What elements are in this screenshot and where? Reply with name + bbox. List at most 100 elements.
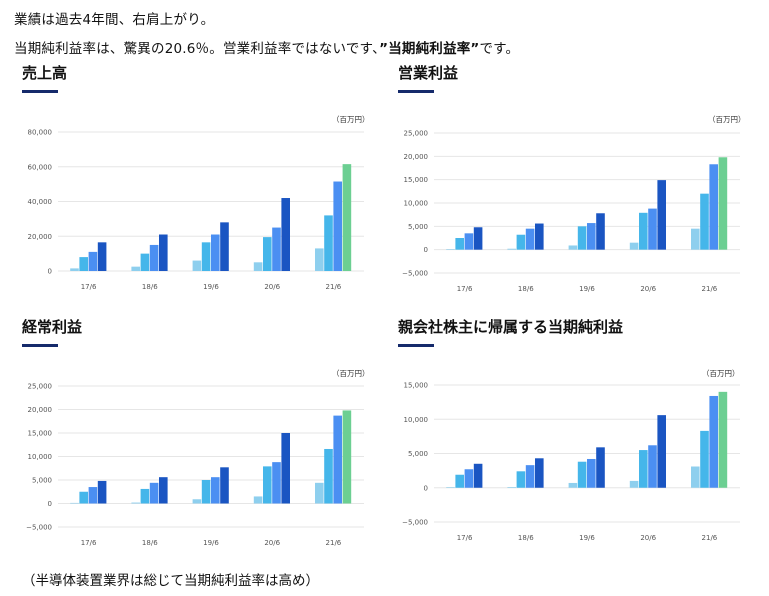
footer-note: （半導体装置業界は総じて当期純利益率は高め） bbox=[22, 573, 319, 589]
y-tick-label: 15,000 bbox=[404, 382, 429, 390]
x-tick-label: 17/6 bbox=[457, 285, 473, 293]
bar bbox=[324, 215, 333, 271]
bar bbox=[516, 234, 526, 250]
bar bbox=[342, 410, 352, 504]
bar bbox=[516, 471, 526, 488]
bar bbox=[596, 213, 605, 250]
x-tick-label: 21/6 bbox=[326, 539, 342, 547]
unit-label: （百万円） bbox=[332, 369, 370, 378]
bar bbox=[342, 164, 352, 271]
x-tick-label: 18/6 bbox=[142, 539, 158, 547]
x-tick-label: 20/6 bbox=[264, 283, 280, 291]
intro-line-2-text: 当期純利益率は、驚異の20.6％。営業利益率ではないです、 bbox=[14, 41, 380, 57]
bar bbox=[587, 458, 596, 488]
x-tick-label: 19/6 bbox=[203, 283, 219, 291]
y-tick-label: 10,000 bbox=[404, 200, 429, 208]
bar bbox=[88, 487, 98, 504]
unit-label: （百万円） bbox=[702, 369, 740, 378]
x-tick-label: 17/6 bbox=[81, 283, 97, 291]
title-underline bbox=[398, 344, 434, 347]
bar bbox=[315, 482, 324, 504]
bar bbox=[253, 496, 263, 504]
x-tick-label: 19/6 bbox=[579, 534, 595, 542]
bar bbox=[97, 480, 107, 504]
bar bbox=[455, 474, 464, 488]
x-tick-label: 17/6 bbox=[457, 534, 473, 542]
bar bbox=[97, 242, 107, 271]
bar-chart-net-income: −5,000 0 5,000 10,000 15,000 17/6 18/6 19/6 20/6… bbox=[402, 382, 740, 542]
bar bbox=[657, 180, 666, 250]
x-tick-label: 19/6 bbox=[579, 285, 595, 293]
bar bbox=[700, 193, 709, 250]
bar bbox=[140, 488, 150, 504]
bar bbox=[324, 448, 333, 504]
intro-line-2-suffix: です。 bbox=[479, 41, 520, 57]
chart-panel-operating-income: 営業利益 （百万円） −5,000 0 5,000 10,000 15,000 20,00… bbox=[390, 62, 760, 312]
bar bbox=[272, 227, 281, 271]
bar bbox=[220, 467, 229, 504]
bar bbox=[587, 223, 596, 250]
bar bbox=[629, 480, 639, 488]
bar bbox=[192, 260, 202, 271]
x-tick-label: 20/6 bbox=[640, 285, 656, 293]
x-tick-label: 21/6 bbox=[702, 534, 718, 542]
x-tick-label: 20/6 bbox=[640, 534, 656, 542]
y-tick-label: −5,000 bbox=[402, 270, 428, 278]
y-tick-label: 80,000 bbox=[28, 129, 53, 137]
x-tick-label: 18/6 bbox=[142, 283, 158, 291]
bar bbox=[281, 433, 290, 504]
x-tick-label: 21/6 bbox=[702, 285, 718, 293]
chart-panel-ordinary-income: 経常利益 （百万円） −5,000 0 5,000 10,000 15,000 20,00… bbox=[14, 316, 384, 566]
bar bbox=[709, 395, 718, 488]
bar bbox=[211, 477, 220, 504]
y-tick-label: 25,000 bbox=[404, 130, 429, 138]
bar bbox=[263, 466, 272, 504]
y-tick-label: 5,000 bbox=[408, 223, 428, 231]
y-tick-label: 0 bbox=[48, 500, 52, 508]
bar bbox=[211, 234, 220, 271]
intro-line-1: 業績は過去4年間、右肩上がり。 bbox=[14, 12, 215, 28]
bar bbox=[568, 482, 578, 488]
bar bbox=[639, 212, 648, 250]
unit-label: （百万円） bbox=[708, 115, 746, 124]
x-tick-label: 21/6 bbox=[326, 283, 342, 291]
bar bbox=[159, 234, 168, 271]
bar bbox=[577, 461, 587, 488]
bar bbox=[507, 487, 516, 488]
y-tick-label: 25,000 bbox=[28, 383, 53, 391]
title-underline bbox=[398, 90, 434, 93]
chart-title: 経常利益 bbox=[22, 318, 83, 336]
bar bbox=[639, 450, 648, 488]
bar bbox=[263, 237, 272, 271]
bar bbox=[648, 445, 657, 488]
x-tick-label: 20/6 bbox=[264, 539, 280, 547]
intro-line-2: 当期純利益率は、驚異の20.6％。営業利益率ではないです、”当期純利益率”です。 bbox=[14, 37, 519, 57]
bar bbox=[253, 262, 263, 271]
x-tick-label: 18/6 bbox=[518, 285, 534, 293]
y-tick-label: 0 bbox=[424, 484, 428, 492]
y-tick-label: 20,000 bbox=[28, 406, 53, 414]
y-tick-label: 20,000 bbox=[404, 153, 429, 161]
bar bbox=[315, 248, 324, 271]
x-tick-label: 18/6 bbox=[518, 534, 534, 542]
bar bbox=[201, 242, 211, 271]
bar bbox=[700, 430, 709, 488]
bar bbox=[149, 482, 159, 504]
bar bbox=[657, 415, 666, 488]
bar bbox=[281, 198, 290, 271]
bar bbox=[220, 222, 229, 271]
bar bbox=[473, 227, 483, 250]
bar bbox=[535, 223, 544, 250]
title-underline bbox=[22, 344, 58, 347]
bar bbox=[525, 465, 535, 488]
bar-chart-operating-income: −5,000 0 5,000 10,000 15,000 20,000 25,000 17/6… bbox=[402, 130, 740, 293]
y-tick-label: 5,000 bbox=[408, 450, 428, 458]
title-underline bbox=[22, 90, 58, 93]
intro-line-2-emphasis: ”当期純利益率” bbox=[379, 41, 480, 57]
bar bbox=[568, 245, 578, 250]
x-tick-label: 17/6 bbox=[81, 539, 97, 547]
y-tick-label: 15,000 bbox=[28, 430, 53, 438]
bar bbox=[79, 257, 88, 271]
y-tick-label: 10,000 bbox=[404, 416, 429, 424]
y-tick-label: −5,000 bbox=[402, 519, 428, 527]
